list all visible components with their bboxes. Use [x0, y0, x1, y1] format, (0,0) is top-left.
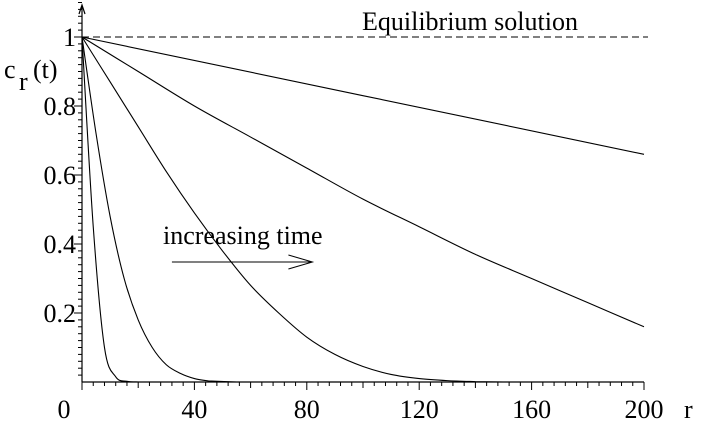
y-tick-label: 0.6	[44, 161, 77, 190]
annotation-arrow-head	[288, 254, 315, 270]
y-axis-label-main: c	[4, 55, 16, 84]
series-line-2	[81, 36, 237, 383]
x-axis-label: r	[684, 395, 693, 424]
ticks	[74, 2, 645, 390]
y-axis-label-argument: (t)	[33, 55, 58, 84]
annotation-arrow	[171, 254, 315, 270]
x-tick-label: 160	[512, 395, 551, 424]
x-tick-label: 40	[181, 395, 207, 424]
tick-labels: 0 40 80 120 160 200 0.2 0.4 0.6 0.8 1	[44, 23, 664, 424]
x-tick-label: 120	[400, 395, 439, 424]
y-tick-label: 0.4	[44, 230, 77, 259]
x-tick-label: 0	[58, 395, 71, 424]
y-axis-arrow	[78, 3, 86, 15]
series-line-3	[81, 36, 504, 383]
y-axis-label: c r (t)	[4, 55, 58, 96]
y-tick-label: 0.8	[44, 92, 77, 121]
y-axis-label-subscript: r	[19, 67, 28, 96]
x-tick-label: 200	[625, 395, 664, 424]
curves	[81, 36, 645, 383]
series-line-5	[81, 36, 645, 155]
annotation-label: increasing time	[163, 221, 323, 250]
y-tick-label: 0.2	[44, 299, 77, 328]
series-line-4	[81, 36, 645, 328]
equilibrium-label: Equilibrium solution	[362, 7, 578, 36]
series-line-1	[81, 36, 167, 383]
axes	[78, 3, 644, 383]
y-tick-label: 1	[63, 23, 76, 52]
x-tick-label: 80	[294, 395, 320, 424]
